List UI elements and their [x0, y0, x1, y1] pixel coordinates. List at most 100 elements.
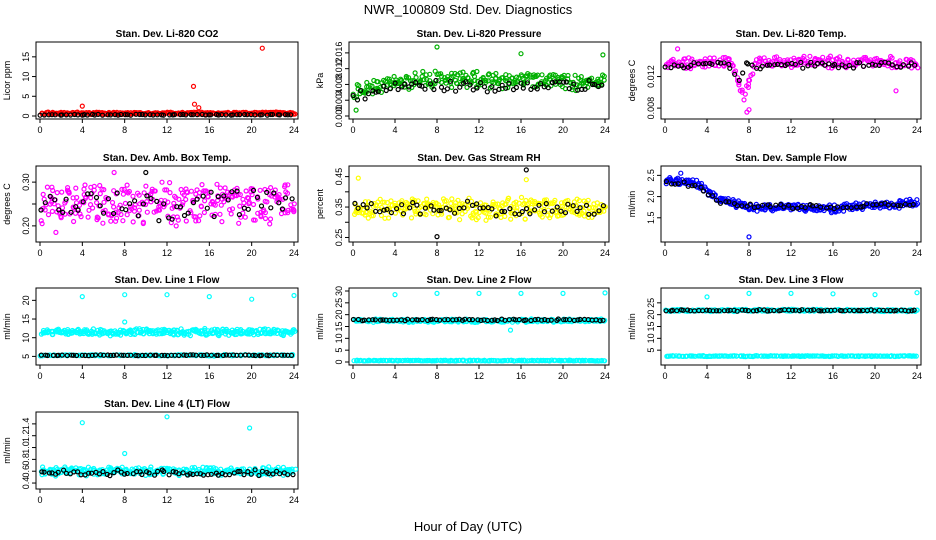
data-point: [402, 357, 408, 363]
data-point: [913, 353, 919, 359]
y-tick-label: 0.012: [334, 57, 344, 80]
data-point: [502, 357, 508, 364]
data-point: [704, 307, 710, 313]
data-point: [519, 357, 525, 363]
y-tick-label: 10: [21, 333, 31, 343]
data-point: [756, 55, 763, 61]
data-point: [379, 199, 385, 205]
data-point: [245, 206, 251, 212]
data-point: [665, 353, 671, 359]
data-point: [453, 88, 459, 94]
x-tick-label: 16: [204, 495, 214, 505]
data-point: [94, 214, 100, 220]
data-point: [600, 317, 606, 323]
data-point: [485, 214, 491, 220]
data-point: [419, 317, 425, 323]
data-point: [452, 70, 458, 77]
data-point: [818, 308, 824, 314]
data-point: [252, 352, 258, 359]
outlier-point: [523, 177, 529, 183]
data-point: [594, 200, 600, 206]
data-point: [813, 203, 819, 209]
data-point: [139, 471, 145, 478]
data-point: [156, 218, 162, 224]
data-point: [148, 195, 154, 202]
data-point: [63, 198, 69, 204]
data-point: [689, 56, 695, 62]
data-point: [675, 181, 681, 187]
x-tick-label: 4: [392, 371, 397, 381]
data-point: [403, 75, 410, 81]
data-point: [291, 201, 297, 207]
data-point: [49, 112, 55, 118]
data-point: [518, 80, 524, 86]
y-axis-label: degrees C: [2, 183, 12, 225]
data-point: [837, 54, 843, 60]
data-point: [422, 86, 428, 92]
data-point: [100, 220, 106, 226]
x-tick-label: 20: [558, 371, 568, 381]
data-point: [464, 84, 470, 91]
data-point: [42, 200, 48, 206]
series-hourly: [663, 179, 916, 212]
data-point: [159, 352, 165, 358]
data-point: [576, 198, 583, 204]
data-point: [381, 207, 387, 213]
outlier-point: [434, 44, 440, 50]
x-tick-label: 0: [37, 495, 42, 505]
data-point: [663, 308, 669, 314]
data-point: [173, 223, 179, 229]
data-point: [285, 472, 291, 478]
y-tick-label: 10: [21, 72, 31, 82]
data-point: [269, 111, 276, 118]
panels: Stan. Dev. Li-820 CO2 0 4 8 12 16 20 24 0 5 10 15 Li…: [2, 29, 922, 505]
x-tick-label: 24: [600, 125, 610, 135]
outlier-point: [674, 46, 681, 52]
outlier-point: [788, 290, 794, 296]
series-band-low: [664, 353, 919, 360]
data-point: [124, 470, 130, 477]
data-point: [483, 210, 489, 216]
data-point: [180, 111, 186, 118]
data-point: [208, 189, 214, 195]
data-point: [249, 192, 255, 198]
data-point: [893, 64, 899, 71]
data-point: [766, 62, 773, 68]
data-point: [52, 197, 58, 203]
data-point: [509, 75, 516, 81]
data-point: [526, 201, 532, 207]
data-point: [772, 62, 778, 68]
data-point: [282, 210, 288, 216]
data-point: [234, 185, 240, 191]
data-point: [741, 97, 747, 103]
outlier-point: [259, 45, 265, 51]
data-point: [513, 84, 520, 91]
outlier-point: [79, 103, 85, 109]
data-point: [905, 63, 912, 69]
data-point: [764, 308, 771, 314]
data-point: [183, 112, 189, 118]
data-point: [282, 195, 289, 201]
data-point: [873, 202, 880, 208]
data-point: [165, 199, 171, 205]
data-point: [167, 112, 173, 118]
data-point: [137, 111, 143, 118]
x-tick-label: 16: [204, 125, 214, 135]
data-point: [715, 59, 721, 66]
data-point: [773, 205, 779, 211]
y-axis-label: percent: [315, 188, 325, 219]
data-point: [237, 111, 243, 118]
data-point: [781, 204, 787, 210]
data-point: [681, 179, 687, 185]
data-point: [245, 469, 251, 475]
data-point: [79, 352, 85, 358]
data-point: [122, 111, 128, 118]
data-point: [537, 81, 544, 87]
data-point: [110, 210, 117, 217]
data-point: [449, 196, 455, 202]
data-point: [524, 78, 531, 84]
data-point: [778, 201, 784, 208]
data-point: [246, 201, 252, 207]
data-point: [695, 61, 702, 67]
data-point: [461, 205, 467, 211]
